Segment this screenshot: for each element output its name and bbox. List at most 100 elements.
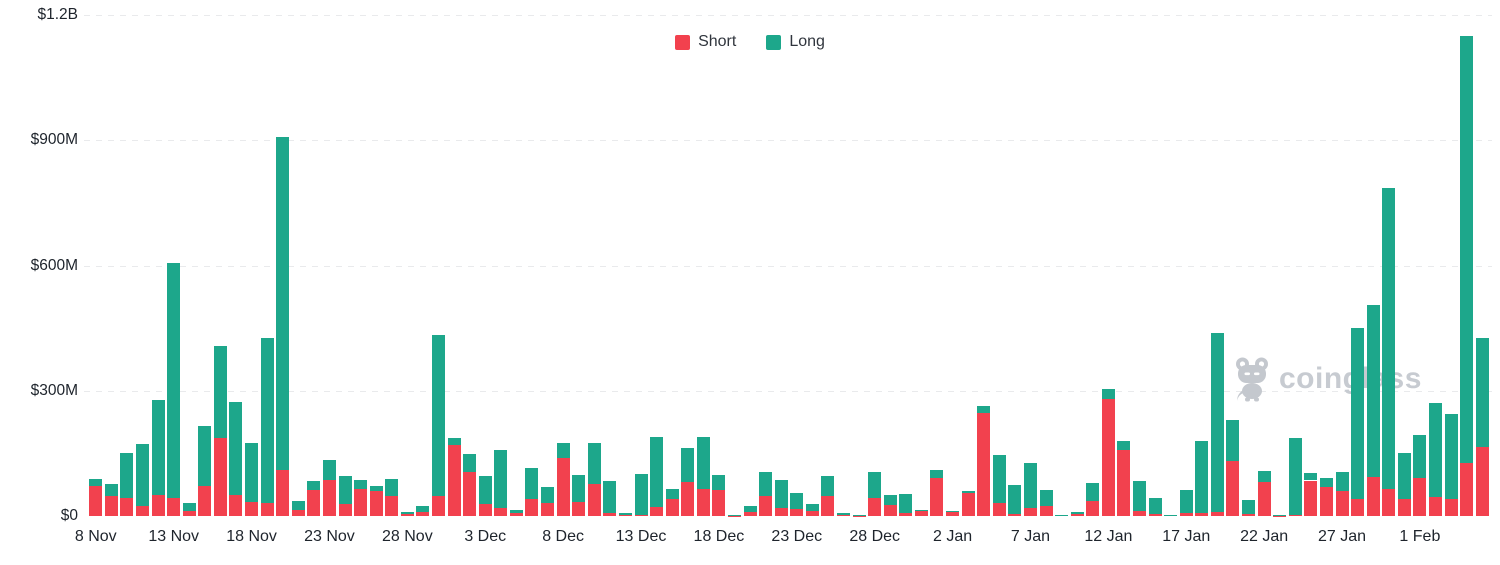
bar-short-segment[interactable]: [1475, 446, 1489, 516]
bar-short-segment[interactable]: [1133, 510, 1146, 516]
bar-short-segment[interactable]: [868, 498, 882, 516]
bar-long-segment[interactable]: [1319, 478, 1333, 487]
bar-long-segment[interactable]: [1351, 328, 1365, 500]
bar-short-segment[interactable]: [681, 482, 695, 516]
bar-long-segment[interactable]: [650, 436, 664, 507]
bar-long-segment[interactable]: [1195, 440, 1209, 513]
bar-short-segment[interactable]: [322, 479, 336, 516]
bar-short-segment[interactable]: [774, 507, 788, 516]
bar-long-segment[interactable]: [759, 472, 773, 497]
bar-long-segment[interactable]: [914, 509, 928, 512]
bar-short-segment[interactable]: [182, 510, 196, 516]
bar-short-segment[interactable]: [1226, 461, 1240, 516]
bar-short-segment[interactable]: [541, 502, 555, 516]
bar-long-segment[interactable]: [136, 444, 150, 506]
bar-long-segment[interactable]: [1413, 434, 1427, 479]
bar-short-segment[interactable]: [1195, 512, 1209, 516]
bar-long-segment[interactable]: [634, 473, 648, 515]
bar-long-segment[interactable]: [681, 447, 695, 483]
bar-short-segment[interactable]: [1164, 515, 1178, 516]
bar-long-segment[interactable]: [385, 478, 399, 497]
bar-long-segment[interactable]: [104, 483, 118, 497]
bar-short-segment[interactable]: [1413, 478, 1427, 516]
bar-long-segment[interactable]: [509, 509, 523, 514]
bar-short-segment[interactable]: [354, 489, 368, 516]
bar-long-segment[interactable]: [229, 401, 243, 495]
bar-long-segment[interactable]: [1023, 462, 1037, 509]
bar-short-segment[interactable]: [1148, 514, 1162, 516]
bar-short-segment[interactable]: [805, 510, 819, 516]
bar-short-segment[interactable]: [821, 496, 835, 516]
bar-short-segment[interactable]: [1319, 486, 1333, 516]
bar-long-segment[interactable]: [1304, 472, 1318, 481]
bar-short-segment[interactable]: [1055, 515, 1069, 516]
bar-short-segment[interactable]: [1397, 499, 1411, 516]
bar-long-segment[interactable]: [245, 442, 259, 503]
bar-short-segment[interactable]: [432, 495, 445, 516]
bar-long-segment[interactable]: [1179, 489, 1193, 514]
bar-short-segment[interactable]: [151, 494, 165, 516]
bar-short-segment[interactable]: [1288, 514, 1302, 516]
bar-long-segment[interactable]: [899, 494, 913, 514]
bar-short-segment[interactable]: [463, 472, 477, 516]
bar-short-segment[interactable]: [603, 512, 617, 516]
bar-short-segment[interactable]: [416, 511, 430, 516]
bar-short-segment[interactable]: [525, 499, 539, 516]
bar-short-segment[interactable]: [914, 511, 928, 516]
bar-long-segment[interactable]: [198, 425, 212, 486]
bar-short-segment[interactable]: [1210, 511, 1224, 516]
bar-short-segment[interactable]: [1304, 480, 1318, 516]
bar-short-segment[interactable]: [478, 503, 492, 516]
bar-short-segment[interactable]: [447, 445, 461, 516]
bar-short-segment[interactable]: [276, 470, 290, 516]
bar-short-segment[interactable]: [1117, 450, 1131, 516]
bar-short-segment[interactable]: [618, 515, 632, 516]
bar-short-segment[interactable]: [790, 509, 804, 516]
bar-short-segment[interactable]: [494, 508, 508, 516]
bar-long-segment[interactable]: [1008, 485, 1022, 514]
bar-long-segment[interactable]: [992, 455, 1006, 504]
bar-short-segment[interactable]: [572, 502, 586, 516]
bar-long-segment[interactable]: [1382, 188, 1396, 490]
bar-long-segment[interactable]: [587, 443, 601, 484]
bar-short-segment[interactable]: [260, 503, 274, 516]
bar-long-segment[interactable]: [1117, 441, 1131, 451]
bar-long-segment[interactable]: [1288, 437, 1302, 515]
bar-short-segment[interactable]: [1382, 489, 1396, 516]
bar-short-segment[interactable]: [1257, 481, 1271, 516]
bar-short-segment[interactable]: [167, 497, 181, 516]
bar-short-segment[interactable]: [385, 496, 399, 516]
bar-long-segment[interactable]: [167, 263, 181, 498]
bar-short-segment[interactable]: [587, 483, 601, 516]
bar-long-segment[interactable]: [182, 503, 196, 511]
bar-short-segment[interactable]: [712, 490, 726, 516]
bar-short-segment[interactable]: [1444, 498, 1458, 516]
bar-short-segment[interactable]: [837, 514, 851, 516]
bar-short-segment[interactable]: [634, 514, 648, 516]
bar-long-segment[interactable]: [1366, 304, 1380, 478]
bar-short-segment[interactable]: [946, 512, 960, 516]
bar-long-segment[interactable]: [930, 469, 944, 478]
legend-item-short[interactable]: Short: [675, 33, 736, 51]
bar-short-segment[interactable]: [759, 496, 773, 516]
bar-short-segment[interactable]: [1179, 513, 1193, 516]
bar-short-segment[interactable]: [307, 489, 321, 516]
bar-long-segment[interactable]: [1428, 402, 1442, 498]
bar-long-segment[interactable]: [1070, 511, 1084, 515]
bar-long-segment[interactable]: [1101, 388, 1115, 400]
bar-long-segment[interactable]: [821, 476, 835, 497]
bar-long-segment[interactable]: [837, 513, 851, 515]
bar-long-segment[interactable]: [1210, 332, 1224, 512]
bar-long-segment[interactable]: [1242, 499, 1256, 514]
bar-long-segment[interactable]: [556, 443, 570, 458]
bar-long-segment[interactable]: [868, 471, 882, 499]
bar-short-segment[interactable]: [883, 504, 897, 516]
bar-short-segment[interactable]: [696, 489, 710, 516]
bar-long-segment[interactable]: [1460, 35, 1474, 463]
bar-short-segment[interactable]: [120, 498, 134, 516]
bar-short-segment[interactable]: [369, 490, 383, 516]
bar-long-segment[interactable]: [961, 490, 975, 494]
bar-long-segment[interactable]: [696, 437, 710, 490]
bar-short-segment[interactable]: [1335, 490, 1349, 516]
bar-long-segment[interactable]: [774, 479, 788, 508]
